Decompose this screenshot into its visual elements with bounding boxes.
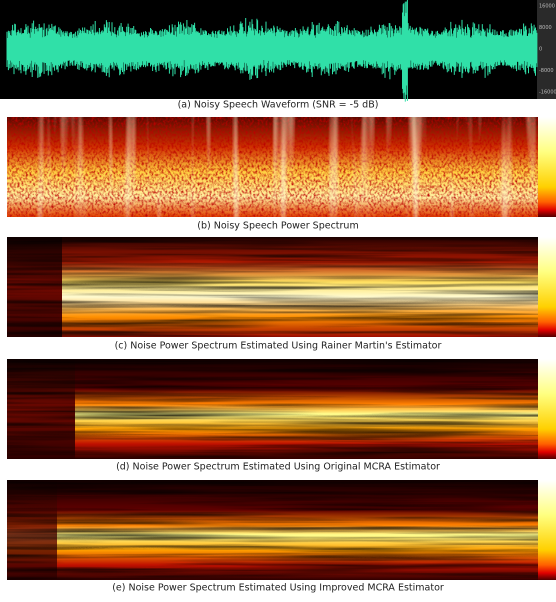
spectrogram-d (7, 359, 556, 459)
caption: (b) Noisy Speech Power Spectrum (197, 221, 358, 232)
tick-label: -8000 (539, 68, 554, 74)
caption: (d) Noise Power Spectrum Estimated Using… (116, 462, 440, 473)
spectrogram-c (7, 237, 556, 337)
caption: (a) Noisy Speech Waveform (SNR = -5 dB) (178, 100, 379, 111)
page: {"panels":[ {"caption":"(a) Noisy Speech… (0, 0, 556, 602)
tick-label: -16000 (539, 90, 556, 96)
tick-label: 0 (539, 47, 542, 53)
spectrogram-b (7, 117, 556, 217)
figure: 16000 8000 0 -8000 -16000 (a) Noisy Speech W… (0, 0, 556, 602)
tick-label: 16000 (539, 4, 555, 10)
caption: (e) Noise Power Spectrum Estimated Using… (112, 583, 444, 594)
spectrogram-e (7, 480, 556, 580)
caption: (c) Noise Power Spectrum Estimated Using… (115, 341, 442, 352)
tick-label: 8000 (539, 25, 552, 31)
